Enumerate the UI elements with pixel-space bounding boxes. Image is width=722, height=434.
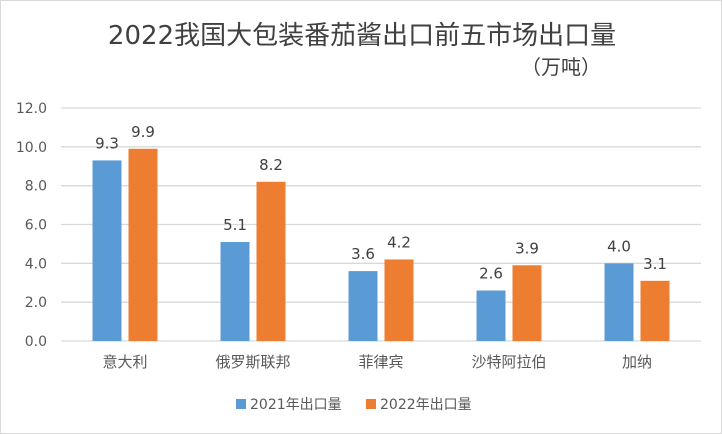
bar: [384, 259, 414, 341]
legend-swatch: [236, 399, 246, 409]
x-tick-label: 意大利: [102, 353, 147, 371]
data-label: 3.6: [351, 245, 375, 263]
data-label: 9.3: [95, 134, 119, 152]
legend-label: 2021年出口量: [250, 397, 342, 413]
data-label: 2.6: [479, 265, 503, 283]
x-tick-label: 菲律宾: [358, 353, 403, 371]
y-tick-label: 2.0: [25, 295, 47, 311]
bar: [604, 263, 634, 341]
data-label: 3.1: [643, 255, 667, 273]
y-tick-label: 10.0: [16, 140, 47, 156]
x-tick-label: 加纳: [622, 353, 652, 371]
data-label: 5.1: [223, 216, 247, 234]
legend-swatch: [366, 399, 376, 409]
data-label: 9.9: [131, 123, 155, 141]
data-label: 4.0: [607, 237, 631, 255]
bar: [476, 290, 506, 341]
y-tick-label: 4.0: [25, 256, 47, 272]
bar: [348, 271, 378, 341]
chart-title: 2022我国大包装番茄酱出口前五市场出口量: [107, 21, 617, 51]
data-label: 3.9: [515, 239, 539, 257]
bar: [512, 265, 542, 341]
bar: [220, 241, 250, 341]
data-label: 4.2: [387, 233, 411, 251]
y-tick-label: 6.0: [25, 218, 47, 234]
legend-label: 2022年出口量: [380, 397, 472, 413]
x-tick-label: 俄罗斯联邦: [215, 353, 290, 371]
data-label: 8.2: [259, 156, 283, 174]
bar: [256, 181, 286, 341]
y-tick-label: 12.0: [16, 101, 47, 117]
chart-subtitle: （万吨）: [521, 55, 601, 79]
bar: [640, 280, 670, 341]
y-tick-label: 0.0: [25, 334, 47, 350]
bar: [128, 148, 158, 341]
bar: [92, 160, 122, 341]
y-tick-label: 8.0: [25, 179, 47, 195]
x-tick-label: 沙特阿拉伯: [471, 353, 546, 371]
